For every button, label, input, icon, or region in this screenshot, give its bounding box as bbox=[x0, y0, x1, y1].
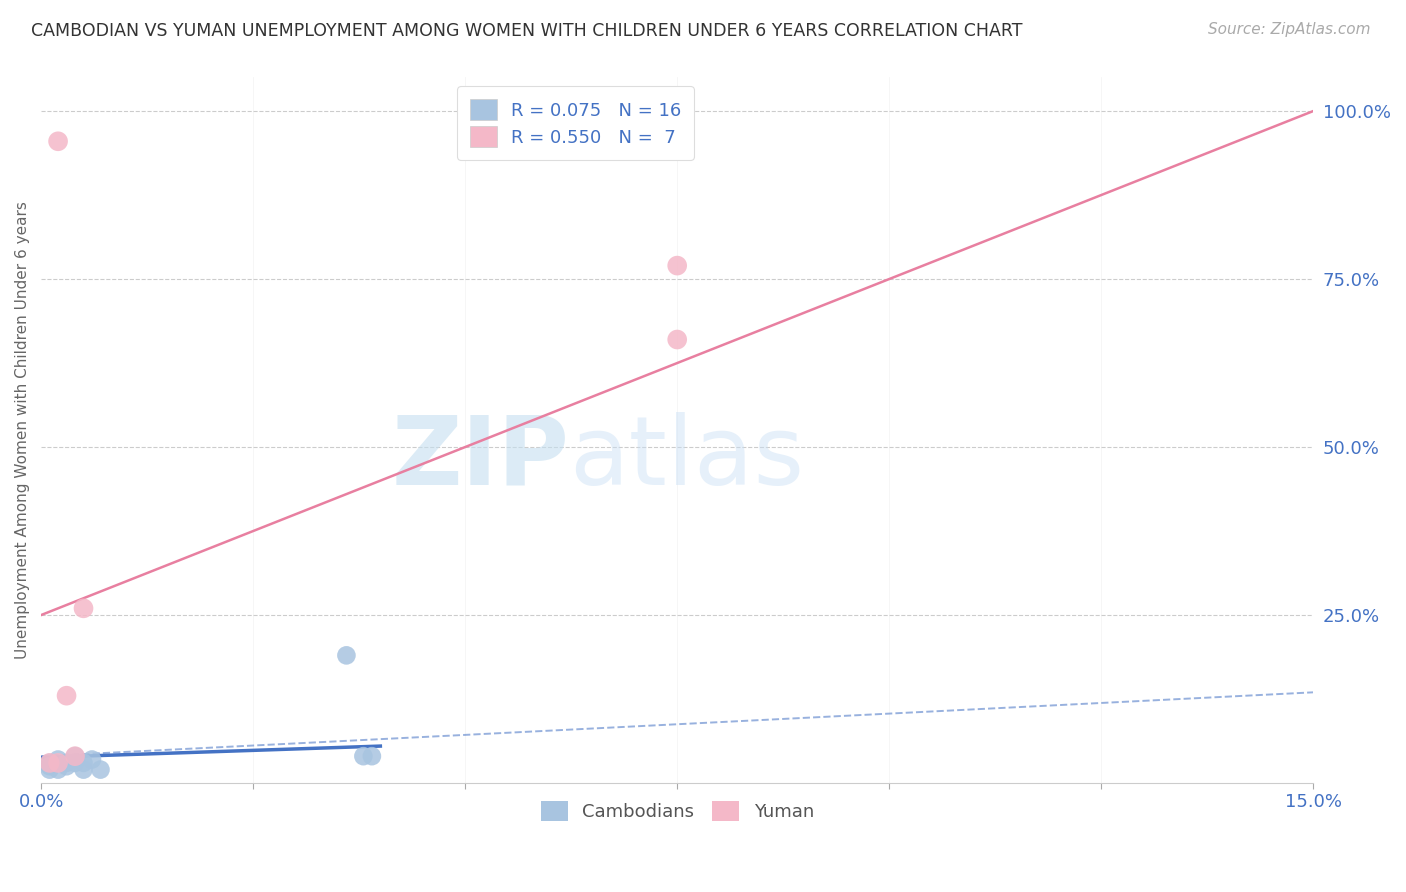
Point bbox=[46, 752, 69, 766]
Point bbox=[63, 749, 86, 764]
Text: ZIP: ZIP bbox=[391, 412, 569, 505]
Point bbox=[46, 763, 69, 777]
Point bbox=[335, 648, 357, 663]
Point bbox=[38, 756, 60, 770]
Point bbox=[89, 763, 111, 777]
Point bbox=[55, 756, 77, 770]
Point bbox=[38, 763, 60, 777]
Text: atlas: atlas bbox=[569, 412, 804, 505]
Point bbox=[46, 134, 69, 148]
Y-axis label: Unemployment Among Women with Children Under 6 years: Unemployment Among Women with Children U… bbox=[15, 202, 30, 659]
Point bbox=[72, 756, 94, 770]
Point bbox=[38, 759, 60, 773]
Point bbox=[63, 756, 86, 770]
Point bbox=[55, 759, 77, 773]
Text: CAMBODIAN VS YUMAN UNEMPLOYMENT AMONG WOMEN WITH CHILDREN UNDER 6 YEARS CORRELAT: CAMBODIAN VS YUMAN UNEMPLOYMENT AMONG WO… bbox=[31, 22, 1022, 40]
Point bbox=[80, 752, 103, 766]
Point bbox=[666, 333, 689, 347]
Point bbox=[352, 749, 374, 764]
Point bbox=[72, 601, 94, 615]
Point bbox=[72, 763, 94, 777]
Point bbox=[666, 259, 689, 273]
Point bbox=[55, 689, 77, 703]
Legend: Cambodians, Yuman: Cambodians, Yuman bbox=[527, 788, 827, 834]
Text: Source: ZipAtlas.com: Source: ZipAtlas.com bbox=[1208, 22, 1371, 37]
Point bbox=[38, 756, 60, 770]
Point bbox=[63, 749, 86, 764]
Point bbox=[360, 749, 382, 764]
Point bbox=[46, 756, 69, 770]
